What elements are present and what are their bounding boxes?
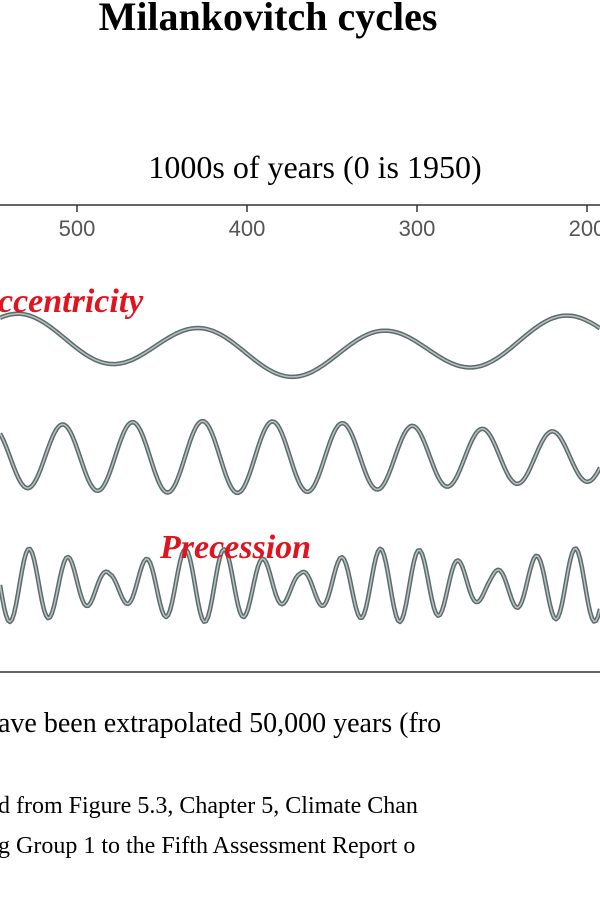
axis-label: 1000s of years (0 is 1950) xyxy=(148,149,481,185)
ticks: 500 400 300 200 xyxy=(59,205,600,241)
precession-label: Precession xyxy=(159,529,311,566)
cycle-curve xyxy=(0,311,600,380)
tick-label: 400 xyxy=(229,216,266,241)
caption-line: g Group 1 to the Fifth Assessment Report… xyxy=(0,833,415,859)
cycle-curve-inner xyxy=(0,420,600,494)
caption-line: ave been extrapolated 50,000 years (fro xyxy=(0,708,441,739)
tick-label: 200 xyxy=(569,216,600,241)
title: Milankovitch cycles xyxy=(99,0,438,39)
cycle-curve-inner xyxy=(0,313,600,378)
caption-line: d from Figure 5.3, Chapter 5, Climate Ch… xyxy=(0,793,418,819)
tick-label: 500 xyxy=(59,216,96,241)
cycle-curve-inner xyxy=(0,547,600,623)
tick-label: 300 xyxy=(399,216,436,241)
curves xyxy=(0,311,600,625)
eccentricity-label: ccentricity xyxy=(0,283,144,320)
